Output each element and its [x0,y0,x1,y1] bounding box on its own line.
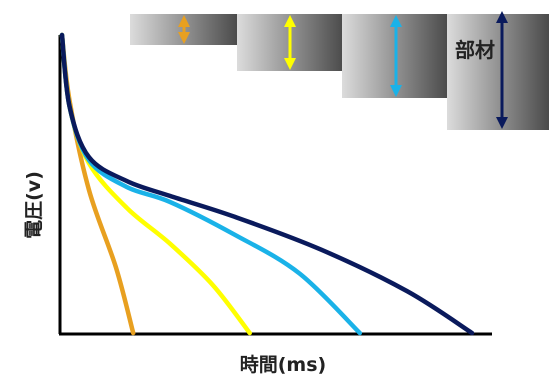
series-line-2 [59,32,252,336]
series-group [59,32,475,336]
material-block-4 [447,14,549,130]
y-axis-title: 電圧(v) [23,171,45,239]
x-axis-title: 時間(ms) [240,354,326,376]
series-line-4 [59,32,475,336]
thickness-legend: 部材 [130,10,549,130]
legend-label: 部材 [455,38,495,62]
